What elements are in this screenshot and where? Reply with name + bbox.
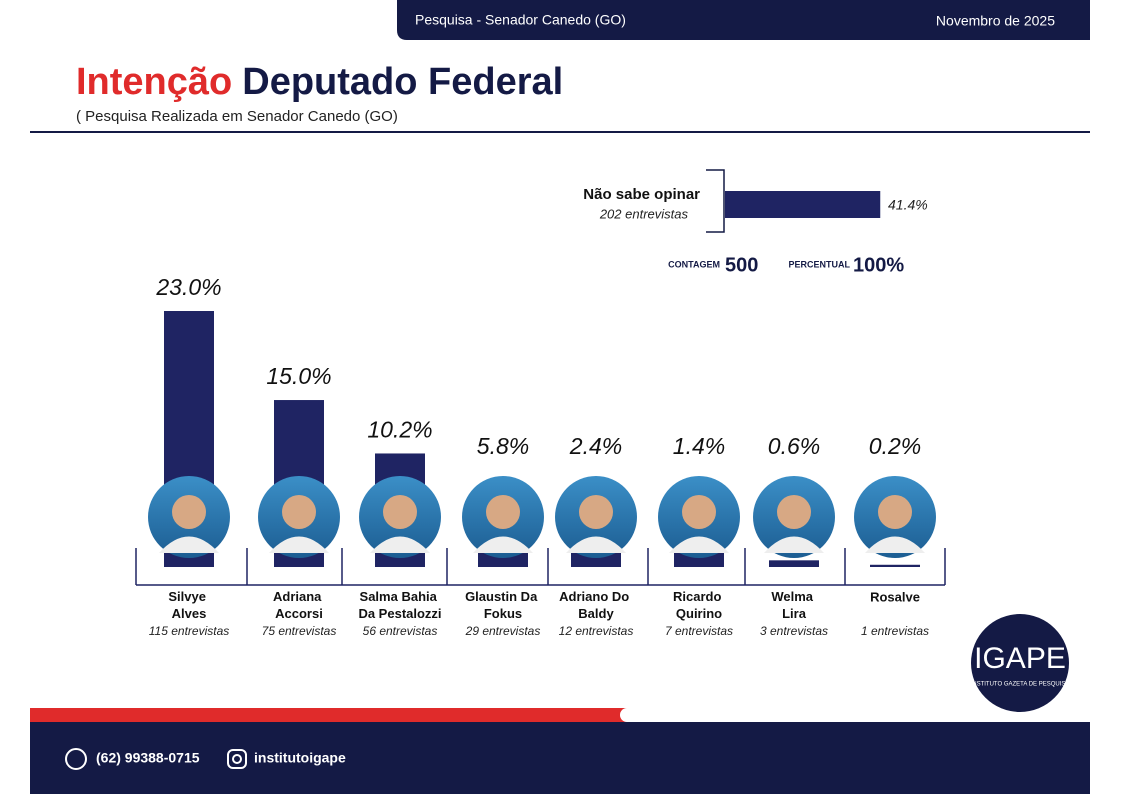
candidate-name: Salma Bahia Da Pestalozzi	[358, 589, 441, 621]
candidate-name-line: Glaustin Da	[465, 589, 541, 604]
candidate-name-line: Salma Bahia	[360, 589, 441, 604]
candidate-interviews: 7 entrevistas	[665, 624, 733, 638]
candidate-name-line: Silvye	[168, 589, 209, 604]
candidate-photo-body	[269, 536, 329, 553]
candidate-name: Rosalve	[870, 589, 920, 604]
candidate-name: Glaustin Da Fokus	[465, 589, 541, 621]
candidate-name: Adriano Do Baldy	[559, 589, 633, 621]
value-label: 0.2%	[869, 433, 921, 459]
candidate-name-line: Baldy	[578, 606, 614, 621]
value-label: 0.6%	[768, 433, 820, 459]
candidate-photo-face	[777, 495, 811, 529]
candidate-name-line: Adriano Do	[559, 589, 633, 604]
candidate-photo-face	[486, 495, 520, 529]
subtitle: ( Pesquisa Realizada em Senador Canedo (…	[76, 108, 398, 125]
candidate-name-line: Lira	[782, 606, 807, 621]
candidate-name: Ricardo Quirino	[673, 589, 725, 621]
candidate-name-line: Ricardo	[673, 589, 725, 604]
undecided-bar	[725, 191, 881, 218]
candidate-interviews: 75 entrevistas	[262, 624, 337, 638]
footer-pill	[620, 708, 710, 722]
footer	[30, 722, 1090, 794]
candidate-photo-face	[383, 495, 417, 529]
bar	[870, 564, 920, 567]
whatsapp-icon	[65, 748, 87, 770]
count-value: 500	[725, 254, 758, 276]
candidate-name-line: Alves	[172, 606, 207, 621]
candidate-name-line: Accorsi	[275, 606, 323, 621]
candidate-photo-face	[172, 495, 206, 529]
candidate-interviews: 12 entrevistas	[559, 624, 634, 638]
candidate-interviews: 29 entrevistas	[465, 624, 541, 638]
candidate-photo-face	[682, 495, 716, 529]
value-label: 5.8%	[477, 433, 529, 459]
value-label: 10.2%	[367, 417, 432, 443]
candidate-name: Silvye Alves	[168, 589, 209, 621]
candidate-name: Welma Lira	[771, 589, 816, 621]
undecided-name: Não sabe opinar	[583, 186, 700, 203]
header-date: Novembro de 2025	[936, 13, 1055, 29]
candidate-name-line: Adriana	[273, 589, 325, 604]
bar	[769, 560, 819, 567]
chart-title: Intenção Deputado Federal	[76, 61, 563, 103]
value-label: 2.4%	[569, 433, 622, 459]
count-label: CONTAGEM	[668, 259, 720, 269]
candidate-photo-body	[473, 536, 533, 553]
logo-tagline: INSTITUTO GAZETA DE PESQUISA	[971, 682, 1070, 688]
candidate-photo-body	[566, 536, 626, 553]
logo-name: IGAPE	[974, 642, 1066, 675]
instagram-icon-lens	[232, 754, 242, 764]
candidate-name-line: Welma	[771, 589, 816, 604]
instagram-icon	[227, 749, 247, 769]
footer-red-bar	[30, 708, 690, 722]
value-label: 1.4%	[673, 433, 725, 459]
candidate-photo-face	[282, 495, 316, 529]
header-bar	[397, 0, 1090, 40]
candidate-photo-face	[579, 495, 613, 529]
footer-phone: (62) 99388-0715	[96, 750, 200, 766]
header-survey: Pesquisa - Senador Canedo (GO)	[415, 12, 626, 28]
candidate-interviews: 56 entrevistas	[363, 624, 438, 638]
bracket	[706, 169, 725, 233]
candidate-photo-face	[878, 495, 912, 529]
candidate-photo-body	[370, 536, 430, 553]
value-label: 15.0%	[266, 363, 331, 389]
bars: 23.0% Silvye Alves 115 entrevistas 15.0% Adr…	[135, 191, 946, 638]
candidate-name-line: Da Pestalozzi	[358, 606, 441, 621]
candidate-name-line: Fokus	[484, 606, 522, 621]
candidate-interviews: 1 entrevistas	[861, 624, 929, 638]
candidate-interviews: 3 entrevistas	[760, 624, 828, 638]
undecided-value-label: 41.4%	[888, 197, 928, 213]
percent-label: PERCENTUAL	[788, 259, 850, 269]
undecided-interviews: 202 entrevistas	[599, 206, 689, 221]
title-main: Deputado Federal	[242, 61, 563, 103]
percent-value: 100%	[853, 254, 904, 276]
candidate-photo-body	[764, 536, 824, 553]
candidate-interviews: 115 entrevistas	[149, 624, 230, 638]
footer-instagram: institutoigape	[254, 750, 346, 766]
candidate-photo-body	[159, 536, 219, 553]
candidate-photo-body	[669, 536, 729, 553]
value-label: 23.0%	[155, 274, 221, 300]
candidate-name: Adriana Accorsi	[273, 589, 325, 621]
candidate-photo-body	[865, 536, 925, 553]
title-highlight: Intenção	[76, 61, 232, 103]
candidate-name-line: Quirino	[676, 606, 722, 621]
logo-circle	[971, 614, 1069, 712]
